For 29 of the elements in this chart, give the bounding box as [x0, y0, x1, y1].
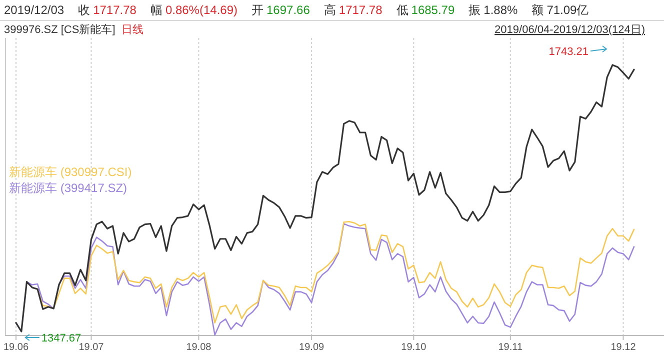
text: 1717.78 — [93, 3, 137, 17]
x-tick-label: 19.06 — [3, 342, 29, 353]
chart-subtitle: 399976.SZ [CS新能车] — [4, 23, 116, 36]
text: 收 — [78, 3, 90, 17]
text: 71.09亿 — [546, 3, 589, 17]
x-tick-label: 19.08 — [186, 342, 212, 353]
text: 振 — [468, 3, 481, 17]
text: 幅 — [150, 3, 162, 17]
text: 新能源车 (399417.SZ) — [9, 181, 128, 195]
x-tick-label: 19.12 — [610, 342, 636, 353]
text: 1717.78 — [338, 3, 383, 17]
text: 高 — [324, 3, 336, 17]
text: 1697.66 — [266, 3, 310, 17]
text: 低 — [396, 3, 408, 17]
text: 额 — [532, 3, 544, 17]
text: 2019/06/04-2019/12/03(124日) — [494, 24, 645, 36]
text: 日线 — [121, 23, 144, 36]
chart-title: 2019/12/03 — [4, 3, 64, 17]
text: 1685.79 — [411, 3, 455, 17]
text: 1.88% — [484, 3, 518, 17]
x-tick-label: 19.10 — [401, 342, 427, 353]
text: 1743.21 — [548, 46, 589, 58]
annotation: 1347.67 — [41, 332, 82, 344]
x-tick-label: 19.11 — [498, 342, 523, 353]
text: 新能源车 (930997.CSI) — [9, 165, 132, 179]
text: 开 — [252, 3, 264, 17]
x-tick-label: 19.09 — [299, 342, 325, 353]
x-tick-label: 19.07 — [78, 342, 104, 353]
text: 0.86%(14.69) — [165, 3, 238, 17]
